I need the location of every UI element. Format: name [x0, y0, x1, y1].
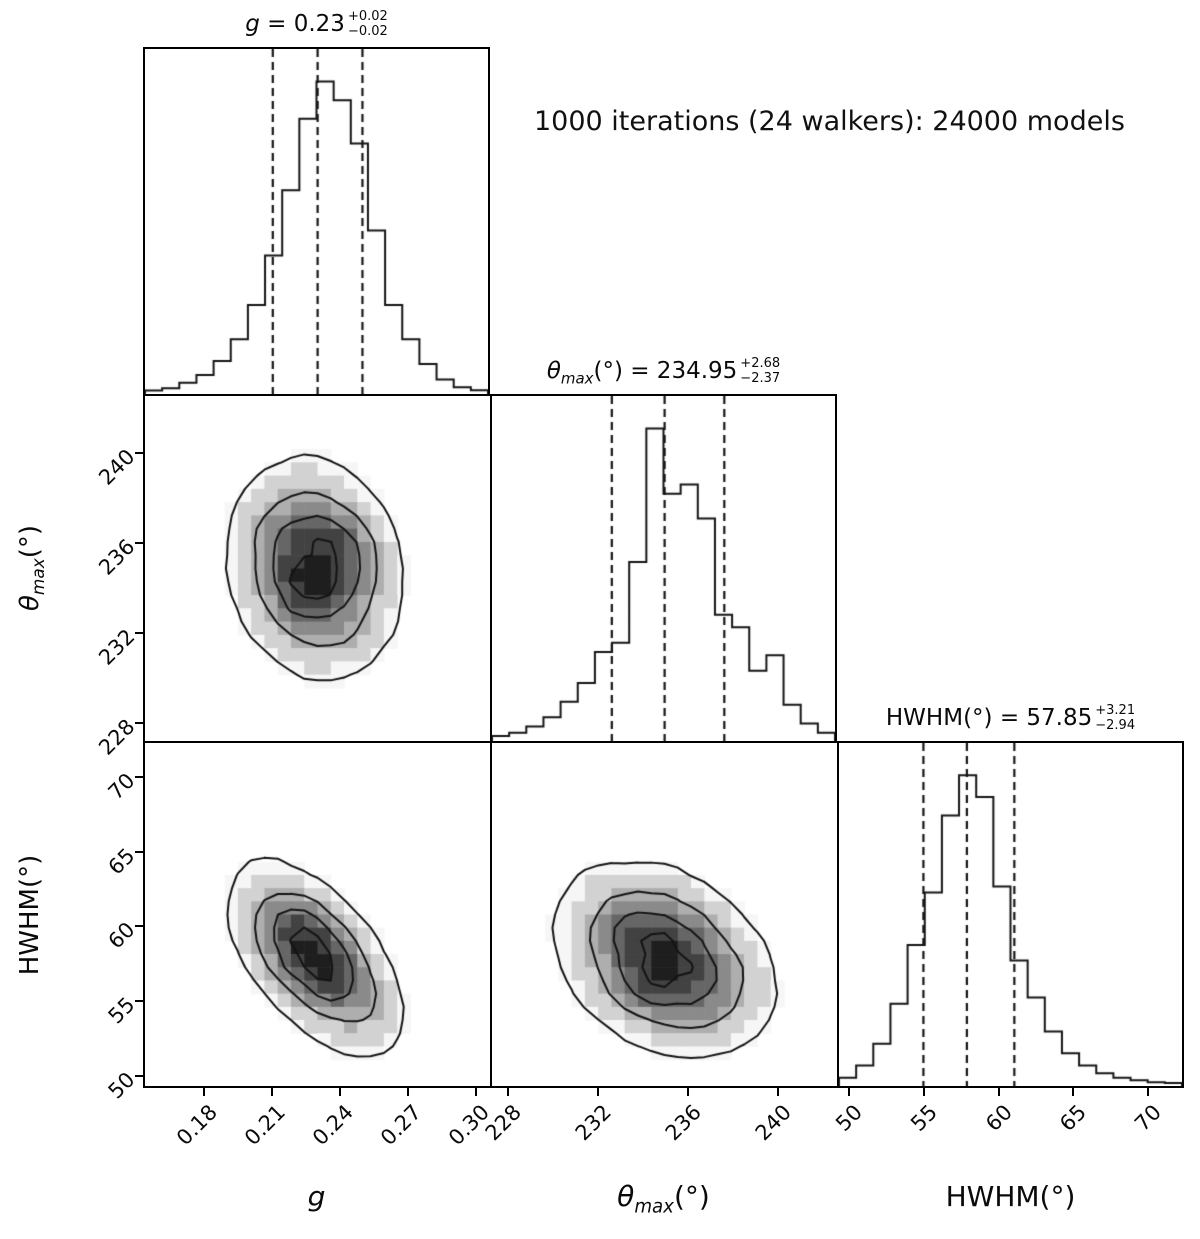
x-tickmark: [597, 1088, 600, 1096]
x-tick-label: 50: [831, 1100, 867, 1136]
x-tick-label: 70: [1130, 1100, 1167, 1136]
x-tickmark: [1072, 1088, 1075, 1096]
y-tickmark: [135, 541, 143, 544]
y-tick-label: 232: [94, 624, 140, 670]
x-tickmark: [407, 1088, 410, 1096]
y-axis-label-hwhm: HWHM(°): [15, 854, 45, 975]
y-tickmark: [135, 721, 143, 724]
x-tickmark: [847, 1088, 850, 1096]
x-tick-label: 65: [1055, 1100, 1092, 1136]
panel-density-g-theta_max: [143, 394, 490, 741]
title-uncertainty: +0.02 −0.02: [347, 9, 388, 39]
y-tickmark: [135, 631, 143, 634]
x-tickmark: [1147, 1088, 1150, 1096]
x-axis-label-theta_max: θmax(°): [617, 1180, 710, 1218]
y-tick-label: 55: [103, 992, 140, 1029]
x-tickmark: [271, 1088, 274, 1096]
title-theta_max: θmax(°) = 234.95 +2.68 −2.37: [546, 356, 781, 388]
panel-hist-hwhm-canvas: [839, 743, 1182, 1086]
x-tickmark: [777, 1088, 780, 1096]
x-tick-label: 236: [660, 1100, 707, 1146]
x-axis-label-g: g: [307, 1180, 326, 1213]
panel-density-theta_max-hwhm-canvas: [492, 743, 837, 1086]
y-tick-label: 65: [103, 843, 140, 880]
y-tick-label: 50: [103, 1067, 140, 1104]
x-axis-label-hwhm: HWHM(°): [945, 1180, 1076, 1213]
y-tickmark: [135, 1075, 143, 1078]
panel-density-g-hwhm: [143, 741, 490, 1088]
x-tickmark: [339, 1088, 342, 1096]
y-tick-label: 240: [94, 444, 140, 490]
x-tickmark: [475, 1088, 478, 1096]
x-tick-label: 55: [905, 1100, 942, 1136]
x-tick-label: 0.27: [376, 1100, 427, 1151]
x-tickmark: [507, 1088, 510, 1096]
panel-hist-g-canvas: [145, 49, 488, 394]
panel-density-g-hwhm-canvas: [145, 743, 490, 1086]
x-tickmark: [922, 1088, 925, 1096]
y-tickmark: [135, 775, 143, 778]
y-tickmark: [135, 451, 143, 454]
x-tick-label: 232: [570, 1100, 617, 1146]
annotation-text: 1000 iterations (24 walkers): 24000 mode…: [534, 106, 1125, 137]
panel-hist-hwhm: [837, 741, 1184, 1088]
x-tickmark: [203, 1088, 206, 1096]
panel-hist-g: [143, 47, 490, 394]
panel-hist-theta_max: [490, 394, 837, 741]
panel-density-theta_max-hwhm: [490, 741, 837, 1088]
title-uncertainty: +2.68 −2.37: [740, 356, 781, 386]
x-tick-label: 240: [751, 1100, 797, 1146]
x-tickmark: [687, 1088, 690, 1096]
panel-density-g-theta_max-canvas: [145, 396, 490, 741]
title-uncertainty: +3.21 −2.94: [1095, 703, 1136, 733]
y-tick-label: 60: [103, 917, 140, 954]
y-tick-label: 236: [94, 534, 140, 580]
title-hwhm: HWHM(°) = 57.85 +3.21 −2.94: [885, 703, 1136, 733]
y-tickmark: [135, 925, 143, 928]
x-tick-label: 0.18: [172, 1100, 223, 1151]
panel-hist-theta_max-canvas: [492, 396, 835, 741]
x-tick-label: 0.24: [308, 1100, 359, 1151]
y-tickmark: [135, 1000, 143, 1003]
x-tickmark: [997, 1088, 1000, 1096]
y-axis-label-theta_max: θmax(°): [15, 524, 49, 611]
x-tick-label: 0.21: [240, 1100, 291, 1151]
x-tick-label: 60: [980, 1100, 1017, 1136]
title-g: g = 0.23 +0.02 −0.02: [245, 9, 388, 39]
y-tickmark: [135, 850, 143, 853]
